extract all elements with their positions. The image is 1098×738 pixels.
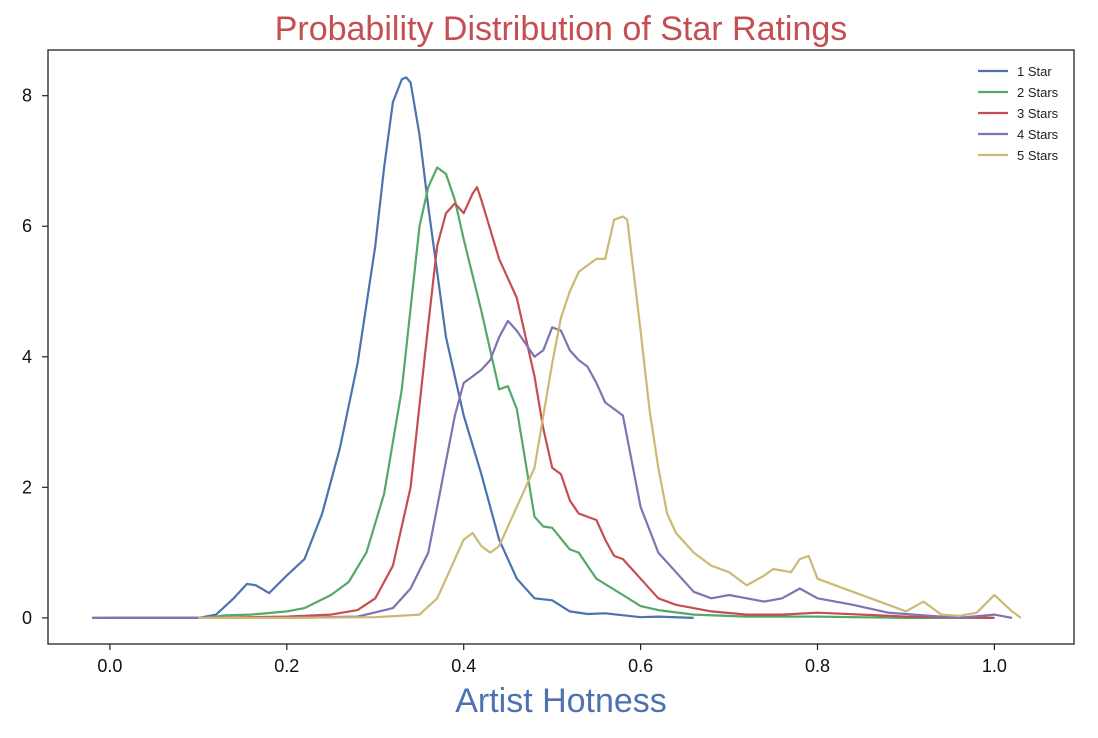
x-tick-label: 0.8 (805, 656, 830, 676)
y-tick-label: 2 (22, 477, 32, 497)
x-tick-label: 0.6 (628, 656, 653, 676)
series-line-2 (207, 166, 995, 619)
axis-ticks: 0.0 0.2 0.4 0.6 0.8 1.0 0 2 4 6 8 (22, 86, 1007, 676)
legend-label-1: 1 Star (1017, 64, 1052, 79)
chart-title: Probability Distribution of Star Ratings (274, 10, 848, 48)
legend-label-4: 4 Stars (1017, 127, 1059, 142)
x-axis-label: Artist Hotness (455, 682, 667, 720)
series-line-1 (92, 76, 694, 619)
series-line-4 (92, 319, 1013, 619)
legend-label-2: 2 Stars (1017, 85, 1059, 100)
series-lines (92, 76, 1022, 619)
x-tick-label: 0.2 (274, 656, 299, 676)
legend-label-3: 3 Stars (1017, 106, 1059, 121)
legend-label-5: 5 Stars (1017, 148, 1059, 163)
x-tick-label: 0.4 (451, 656, 476, 676)
y-tick-label: 8 (22, 86, 32, 106)
x-tick-label: 0.0 (97, 656, 122, 676)
series-line-3 (109, 186, 995, 619)
y-tick-label: 4 (22, 347, 32, 367)
y-tick-label: 6 (22, 216, 32, 236)
plot-frame (47, 49, 1075, 645)
legend: 1 Star 2 Stars 3 Stars 4 Stars 5 Stars (978, 64, 1059, 163)
x-tick-label: 1.0 (982, 656, 1007, 676)
series-line-5 (198, 215, 1022, 619)
y-tick-label: 0 (22, 608, 32, 628)
